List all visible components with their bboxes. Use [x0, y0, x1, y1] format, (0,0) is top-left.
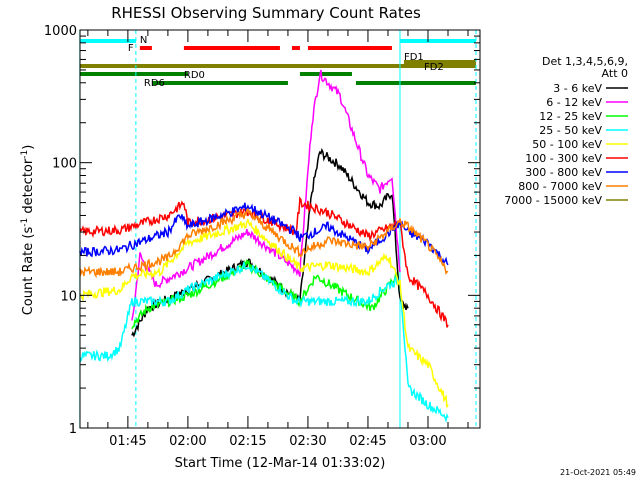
y-tick-label: 1000 — [44, 24, 77, 39]
series-line — [131, 69, 401, 321]
chart-title: RHESSI Observing Summary Count Rates — [111, 4, 421, 22]
legend-entry-label: 800 - 7000 keV — [518, 180, 602, 193]
legend-entry-label: 25 - 50 keV — [539, 124, 602, 137]
legend-entry-label: 7000 - 15000 keV — [504, 194, 602, 207]
x-tick-label: 02:30 — [289, 434, 326, 449]
legend-entry-label: 300 - 800 keV — [525, 166, 602, 179]
state-bar-label: FD1 — [404, 52, 424, 63]
series-line — [79, 261, 449, 424]
series-layer — [79, 69, 449, 424]
y-tick-label: 1 — [69, 422, 77, 437]
legend-entry-label: 100 - 300 keV — [525, 152, 602, 165]
plot-frame — [79, 29, 481, 429]
x-tick-label: 03:00 — [409, 434, 446, 449]
legend-title-line2: Att 0 — [602, 67, 628, 80]
y-tick-label: 10 — [60, 289, 77, 304]
state-bar-label: FD2 — [424, 62, 444, 73]
y-tick-label: 100 — [52, 157, 77, 172]
x-tick-label: 02:15 — [229, 434, 266, 449]
series-line — [79, 218, 449, 408]
legend-title-line1: Det 1,3,4,5,6,9, — [542, 55, 628, 68]
state-bar-label: N — [140, 35, 147, 46]
footer-timestamp: 21-Oct-2021 05:49 — [560, 468, 636, 477]
y-axis-label-sup2: -1 — [20, 150, 30, 159]
legend-entry-label: 3 - 6 keV — [553, 82, 602, 95]
legend-entry-label: 50 - 100 keV — [532, 138, 602, 151]
x-axis-label: Start Time (12-Mar-14 01:33:02) — [175, 456, 386, 471]
y-axis-label: Count Rate (s-1 detector-1) — [20, 145, 36, 316]
legend-entry-label: 12 - 25 keV — [539, 110, 602, 123]
state-bar-label: RD6 — [144, 78, 165, 89]
state-bar-label: F — [128, 43, 134, 54]
y-axis-label-mid: detector — [21, 158, 36, 218]
series-line — [79, 208, 449, 279]
x-tick-label: 01:45 — [109, 434, 146, 449]
x-tick-label: 02:00 — [169, 434, 206, 449]
y-axis-label-main: Count Rate (s — [21, 227, 36, 316]
legend-entry-label: 6 - 12 keV — [546, 96, 602, 109]
x-tick-label: 02:45 — [349, 434, 386, 449]
state-bar-label: RD0 — [184, 70, 205, 81]
y-axis-label-sup1: -1 — [20, 218, 30, 227]
axes: 1 10 100 1000 01:45 02:00 02:15 02:30 02:45 03:00 — [44, 24, 480, 449]
y-axis-label-end: ) — [21, 145, 36, 150]
